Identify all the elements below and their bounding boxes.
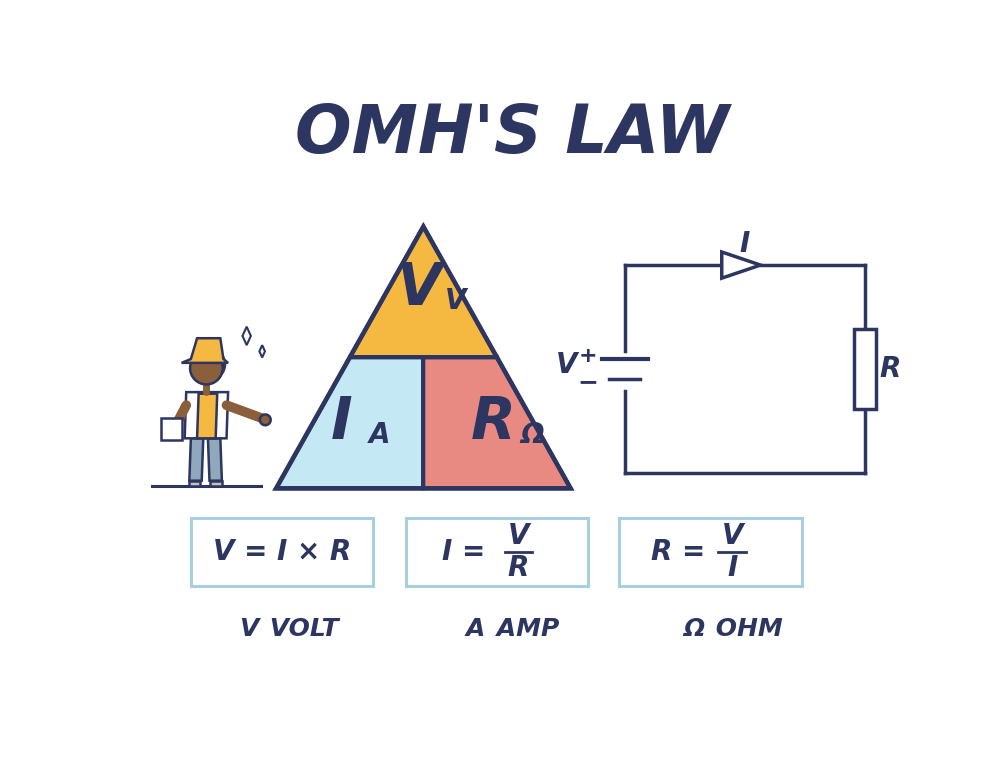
Text: V: V: [722, 522, 743, 550]
Polygon shape: [259, 345, 265, 357]
Text: A: A: [466, 617, 485, 641]
Circle shape: [194, 349, 225, 380]
Circle shape: [260, 415, 271, 426]
Polygon shape: [189, 481, 200, 486]
FancyBboxPatch shape: [191, 518, 373, 586]
Text: I =: I =: [442, 538, 485, 566]
Polygon shape: [182, 338, 228, 363]
Polygon shape: [185, 392, 228, 438]
FancyBboxPatch shape: [854, 329, 876, 409]
Text: R: R: [879, 355, 901, 383]
Polygon shape: [161, 419, 182, 440]
Text: A: A: [368, 421, 390, 449]
Polygon shape: [722, 252, 761, 279]
Text: +: +: [578, 346, 597, 366]
Text: I: I: [331, 394, 353, 451]
Polygon shape: [242, 327, 251, 345]
Text: R: R: [508, 555, 529, 583]
Polygon shape: [210, 481, 222, 486]
Text: OHM: OHM: [707, 617, 783, 641]
Polygon shape: [276, 357, 423, 489]
FancyBboxPatch shape: [619, 518, 802, 586]
Text: V: V: [445, 287, 467, 315]
Text: V: V: [397, 260, 442, 317]
Text: OMH'S LAW: OMH'S LAW: [295, 101, 730, 167]
Text: I: I: [727, 555, 738, 583]
Text: VOLT: VOLT: [261, 617, 338, 641]
Text: R: R: [471, 394, 516, 451]
Text: V: V: [508, 522, 529, 550]
Polygon shape: [197, 394, 217, 438]
Text: −: −: [577, 370, 598, 394]
Text: R =: R =: [651, 538, 705, 566]
Text: Ω: Ω: [683, 617, 705, 641]
Text: V = I × R: V = I × R: [213, 538, 351, 566]
FancyBboxPatch shape: [406, 518, 588, 586]
Polygon shape: [350, 226, 497, 357]
Text: V: V: [556, 351, 578, 379]
Polygon shape: [189, 438, 203, 481]
Text: I: I: [740, 230, 750, 258]
Text: V: V: [239, 617, 258, 641]
Polygon shape: [423, 357, 571, 489]
Polygon shape: [208, 438, 222, 481]
Circle shape: [190, 352, 223, 384]
Text: Ω: Ω: [520, 421, 544, 449]
Text: AMP: AMP: [488, 617, 559, 641]
